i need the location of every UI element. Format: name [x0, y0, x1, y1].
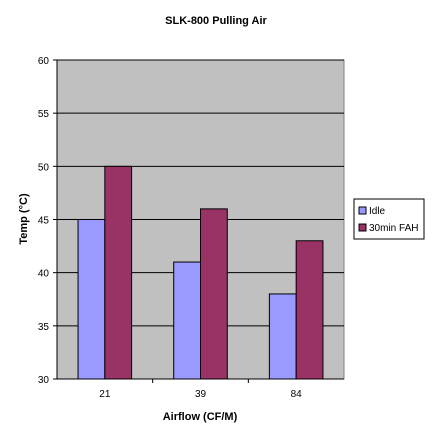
y-tick-label: 60 — [38, 56, 50, 67]
bar-30min-fah-84 — [295, 240, 324, 380]
x-axis-ticks: 21 39 84 — [99, 379, 302, 400]
chart-title: SLK-800 Pulling Air — [165, 15, 267, 27]
bar-30min-fah-21 — [104, 165, 133, 380]
legend-label: Idle — [369, 206, 386, 217]
y-axis-label: Temp (°C) — [18, 193, 30, 245]
legend-swatch — [358, 206, 367, 215]
y-axis-ticks: 30 35 40 45 50 55 60 — [38, 56, 344, 386]
x-axis-label: Airflow (CF/M) — [163, 411, 238, 423]
x-tick-label: 21 — [99, 389, 111, 400]
x-tick-label: 39 — [195, 389, 207, 400]
y-tick-label: 45 — [38, 216, 50, 227]
legend-label: 30min FAH — [369, 223, 418, 234]
y-tick-label: 30 — [38, 375, 50, 386]
bar-idle-39 — [173, 261, 201, 380]
y-tick-label: 40 — [38, 269, 50, 280]
bars — [77, 165, 324, 380]
bar-idle-21 — [77, 219, 106, 380]
y-tick-label: 50 — [38, 162, 50, 173]
legend: Idle 30min FAH — [353, 198, 425, 240]
legend-swatch — [358, 223, 367, 232]
y-tick-label: 55 — [38, 109, 50, 120]
bar-30min-fah-39 — [200, 208, 228, 380]
x-tick-label: 84 — [291, 389, 303, 400]
legend-box — [353, 198, 425, 240]
y-tick-label: 35 — [38, 322, 50, 333]
bar-idle-84 — [268, 293, 297, 380]
